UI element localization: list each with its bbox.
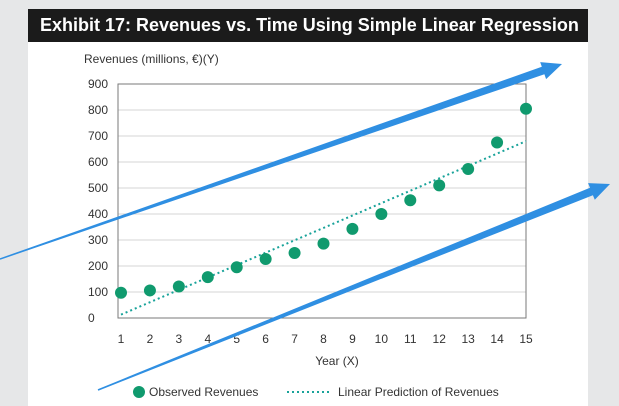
y-tick-label: 900 — [88, 77, 108, 91]
x-tick-label: 7 — [291, 332, 298, 346]
observed-point — [404, 194, 417, 207]
y-tick-label: 200 — [88, 259, 108, 273]
x-tick-label: 11 — [404, 332, 417, 346]
y-tick-label: 800 — [88, 103, 108, 117]
y-tick-label: 500 — [88, 181, 108, 195]
observed-point — [288, 247, 301, 259]
y-tick-label: 400 — [88, 207, 108, 221]
x-tick-label: 15 — [519, 332, 533, 346]
x-tick-label: 5 — [233, 332, 240, 346]
x-tick-label: 9 — [349, 332, 356, 346]
y-tick-label: 300 — [88, 233, 108, 247]
observed-point — [433, 179, 446, 192]
observed-point — [143, 284, 156, 297]
y-tick-label: 600 — [88, 155, 108, 169]
x-tick-label: 10 — [375, 332, 389, 346]
x-tick-label: 12 — [433, 332, 447, 346]
observed-point — [317, 237, 330, 250]
x-tick-label: 14 — [490, 332, 504, 346]
upper-arrow — [0, 62, 562, 260]
observed-point — [230, 261, 243, 274]
y-tick-label: 700 — [88, 129, 108, 143]
lower-arrow — [97, 183, 610, 391]
observed-points — [115, 102, 532, 299]
legend-observed-label: Observed Revenues — [149, 385, 258, 399]
annotation-arrows — [0, 62, 610, 391]
y-tick-label: 0 — [88, 311, 95, 325]
observed-point — [172, 280, 185, 293]
observed-point — [346, 222, 359, 235]
observed-point — [462, 163, 475, 176]
y-tick-labels: 0 100 200 300 400 500 600 700 800 900 — [88, 77, 108, 325]
linear-prediction-line — [120, 140, 527, 316]
x-tick-label: 6 — [262, 332, 269, 346]
chart-panel — [28, 42, 588, 406]
x-tick-label: 2 — [147, 332, 154, 346]
legend-prediction-label: Linear Prediction of Revenues — [338, 385, 499, 399]
plot-frame — [117, 83, 527, 319]
observed-point — [375, 208, 388, 220]
observed-point — [520, 102, 532, 115]
observed-point — [491, 136, 504, 149]
legend-observed-marker — [133, 386, 145, 398]
observed-point — [115, 286, 127, 299]
x-tick-label: 13 — [461, 332, 475, 346]
x-tick-labels: 1 2 3 4 5 6 7 8 9 10 11 12 13 14 15 — [118, 332, 533, 346]
x-axis-label: Year (X) — [315, 354, 359, 368]
exhibit-title: Exhibit 17: Revenues vs. Time Using Simp… — [28, 9, 588, 42]
observed-point — [201, 271, 214, 284]
x-tick-label: 4 — [204, 332, 211, 346]
x-tick-label: 3 — [176, 332, 183, 346]
x-tick-label: 8 — [320, 332, 327, 346]
legend: Observed Revenues Linear Prediction of R… — [133, 385, 499, 399]
y-tick-label: 100 — [88, 285, 108, 299]
x-tick-label: 1 — [118, 332, 125, 346]
y-axis-label: Revenues (millions, €)(Y) — [84, 52, 219, 66]
observed-point — [259, 252, 272, 265]
